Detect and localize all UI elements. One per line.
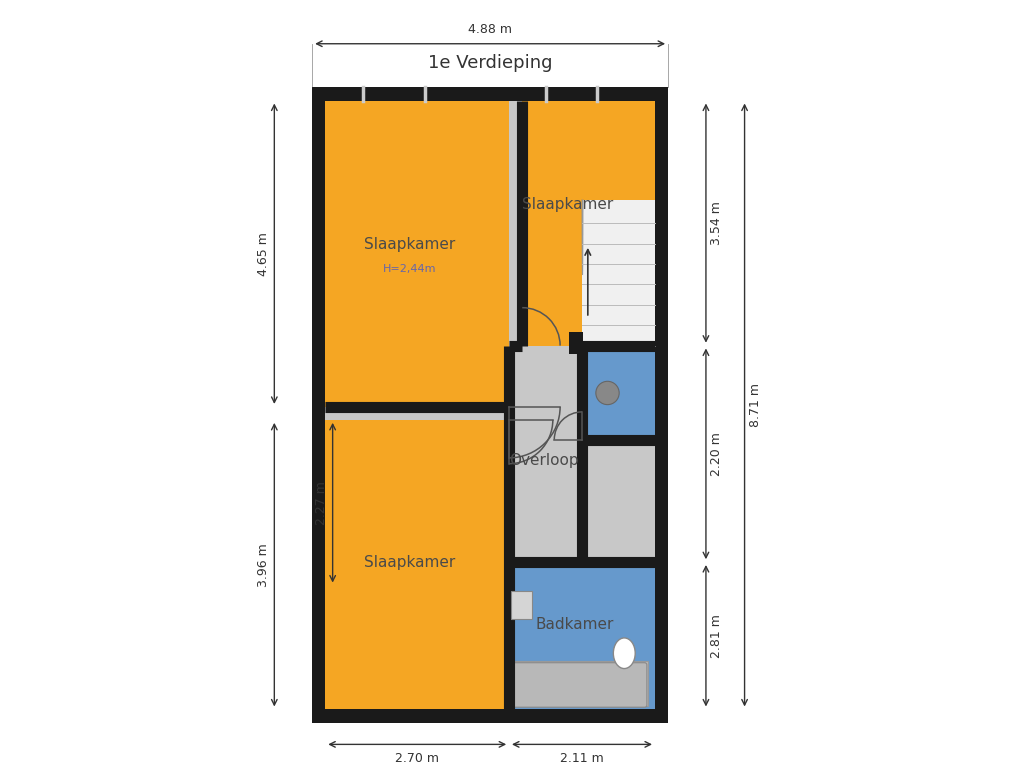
- Bar: [569, 333, 584, 354]
- Bar: [582, 200, 655, 346]
- Text: Slaapkamer: Slaapkamer: [522, 197, 613, 213]
- Text: 2.81 m: 2.81 m: [711, 614, 723, 657]
- Text: 4.65 m: 4.65 m: [257, 232, 270, 276]
- Text: 2.70 m: 2.70 m: [395, 752, 439, 765]
- Bar: [509, 346, 582, 562]
- Ellipse shape: [613, 638, 635, 669]
- Circle shape: [596, 381, 620, 405]
- Bar: [509, 562, 655, 710]
- Bar: [511, 591, 531, 619]
- Text: 3.54 m: 3.54 m: [711, 201, 723, 245]
- Text: 3.96 m: 3.96 m: [257, 543, 270, 587]
- Bar: [513, 660, 647, 706]
- FancyBboxPatch shape: [513, 663, 647, 707]
- Bar: [312, 88, 668, 723]
- Text: Slaapkamer: Slaapkamer: [365, 237, 456, 253]
- Text: 8.71 m: 8.71 m: [749, 383, 762, 427]
- Bar: [326, 101, 509, 407]
- Bar: [326, 101, 655, 710]
- Text: 4.88 m: 4.88 m: [468, 24, 512, 36]
- Bar: [522, 101, 655, 346]
- Text: 1e Verdieping: 1e Verdieping: [428, 55, 552, 72]
- Text: Slaapkamer: Slaapkamer: [365, 554, 456, 570]
- Text: 2.20 m: 2.20 m: [711, 432, 723, 476]
- Text: H=2,44m: H=2,44m: [383, 264, 436, 274]
- Bar: [582, 346, 655, 439]
- Text: Badkamer: Badkamer: [536, 617, 613, 631]
- Text: 2.11 m: 2.11 m: [560, 752, 604, 765]
- Bar: [326, 420, 509, 710]
- Text: 2.27 m: 2.27 m: [315, 481, 329, 525]
- Text: Overloop: Overloop: [509, 452, 579, 468]
